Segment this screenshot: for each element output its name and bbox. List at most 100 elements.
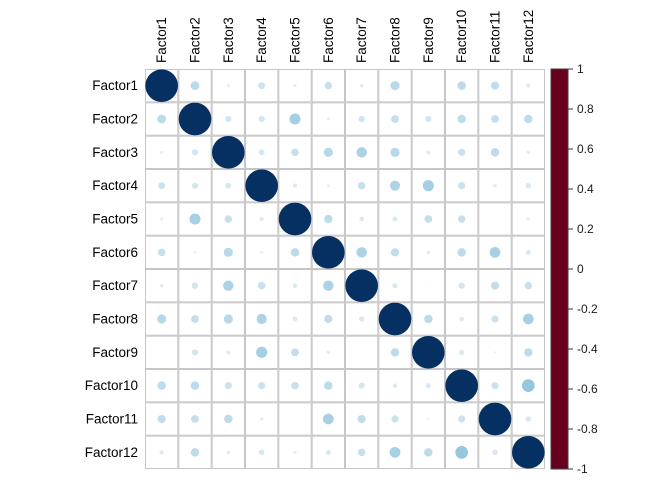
correlation-circle <box>191 415 199 423</box>
correlation-circle <box>160 217 164 221</box>
correlation-circle <box>160 150 164 154</box>
legend-tick-label: -0.8 <box>577 422 598 436</box>
correlation-circle <box>426 150 431 155</box>
correlation-circle <box>455 445 469 459</box>
correlation-circle <box>361 351 363 353</box>
correlation-circle <box>292 183 298 188</box>
correlation-circle <box>457 114 466 124</box>
correlation-circle <box>459 316 464 322</box>
row-label: Factor8 <box>92 312 138 327</box>
matrix-cell <box>445 102 479 136</box>
correlation-circle <box>323 280 334 291</box>
correlation-circle <box>457 81 466 90</box>
correlation-circle <box>157 114 167 124</box>
correlation-circle <box>258 382 266 390</box>
correlation-circle <box>392 383 398 388</box>
row-label: Factor4 <box>92 178 138 193</box>
correlation-circle <box>521 379 535 393</box>
correlation-circle <box>390 147 400 157</box>
matrix-cell <box>445 235 479 270</box>
legend-tick-label: 1 <box>577 62 584 76</box>
correlation-circle <box>458 148 466 156</box>
correlation-circle <box>145 69 179 102</box>
correlation-circle <box>291 148 299 157</box>
column-label: Factor2 <box>188 17 203 63</box>
matrix-cell <box>145 435 179 469</box>
correlation-circle <box>257 281 266 290</box>
correlation-circle <box>459 349 465 355</box>
correlation-circle <box>457 215 466 223</box>
correlation-circle <box>190 448 200 457</box>
correlation-circle <box>161 351 163 353</box>
correlation-circle <box>293 84 297 88</box>
row-label: Factor6 <box>92 245 138 260</box>
column-label: Factor12 <box>521 10 536 63</box>
correlation-circle <box>178 102 212 136</box>
correlation-circle <box>389 180 401 191</box>
correlation-circle <box>224 382 232 390</box>
correlation-circle <box>157 248 166 257</box>
correlation-circle <box>345 269 378 302</box>
correlation-circle <box>258 82 266 90</box>
correlation-circle <box>324 81 333 90</box>
correlation-circle <box>445 369 478 402</box>
correlation-circle <box>491 115 499 123</box>
correlation-circle <box>478 402 512 436</box>
correlation-circle <box>223 314 233 324</box>
correlation-circle <box>358 115 365 123</box>
correlation-circle <box>224 414 233 424</box>
correlation-circle <box>524 281 533 290</box>
correlation-circle <box>490 148 500 157</box>
correlation-circle <box>457 248 466 257</box>
correlation-circle <box>157 314 167 324</box>
correlation-circle <box>158 182 166 190</box>
legend-tick-label: -1 <box>577 462 588 476</box>
legend-tick-label: -0.2 <box>577 302 598 316</box>
correlation-circle <box>223 280 234 291</box>
correlation-circle <box>190 81 200 91</box>
correlation-circle <box>324 214 333 224</box>
correlation-circle <box>157 414 166 424</box>
column-label: Factor11 <box>488 11 503 63</box>
legend-tick-label: 0.4 <box>577 182 594 196</box>
matrix-cell <box>211 169 246 203</box>
correlation-circle <box>524 348 533 357</box>
matrix-cell <box>278 335 312 369</box>
correlation-circle <box>493 351 497 354</box>
row-label: Factor12 <box>85 445 138 460</box>
correlation-circle <box>424 314 433 324</box>
correlation-circle <box>490 81 500 90</box>
correlation-circle <box>357 414 366 424</box>
correlation-circle <box>225 182 232 189</box>
matrix-cell <box>278 402 312 436</box>
correlation-circle <box>191 315 199 323</box>
correlation-circle <box>191 282 199 289</box>
correlation-circle <box>493 183 497 188</box>
matrix-cell <box>311 135 345 170</box>
correlation-circle <box>391 115 399 123</box>
correlation-circle <box>425 115 432 123</box>
correlation-circle <box>159 283 164 288</box>
column-label: Factor10 <box>454 10 469 63</box>
correlation-circle <box>390 81 400 91</box>
correlation-circle <box>490 281 500 290</box>
correlation-circle <box>225 115 232 123</box>
legend-tick-label: 0.2 <box>577 222 594 236</box>
correlation-circle <box>359 216 364 222</box>
correlation-circle <box>190 381 200 390</box>
column-label: Factor9 <box>421 17 436 63</box>
column-label: Factor6 <box>321 17 336 63</box>
column-label: Factor3 <box>221 17 236 63</box>
row-label: Factor9 <box>92 345 138 360</box>
row-label: Factor2 <box>92 112 138 127</box>
correlation-circle <box>256 346 268 358</box>
correlation-circle <box>511 436 545 469</box>
correlation-circle <box>494 218 496 220</box>
correlation-circle <box>357 181 366 190</box>
correlation-circle <box>312 236 345 269</box>
matrix-cell <box>378 135 412 170</box>
legend-colorbar <box>550 68 569 470</box>
matrix-cell <box>311 369 345 403</box>
correlation-circle <box>356 147 367 158</box>
correlation-circle <box>324 381 333 390</box>
